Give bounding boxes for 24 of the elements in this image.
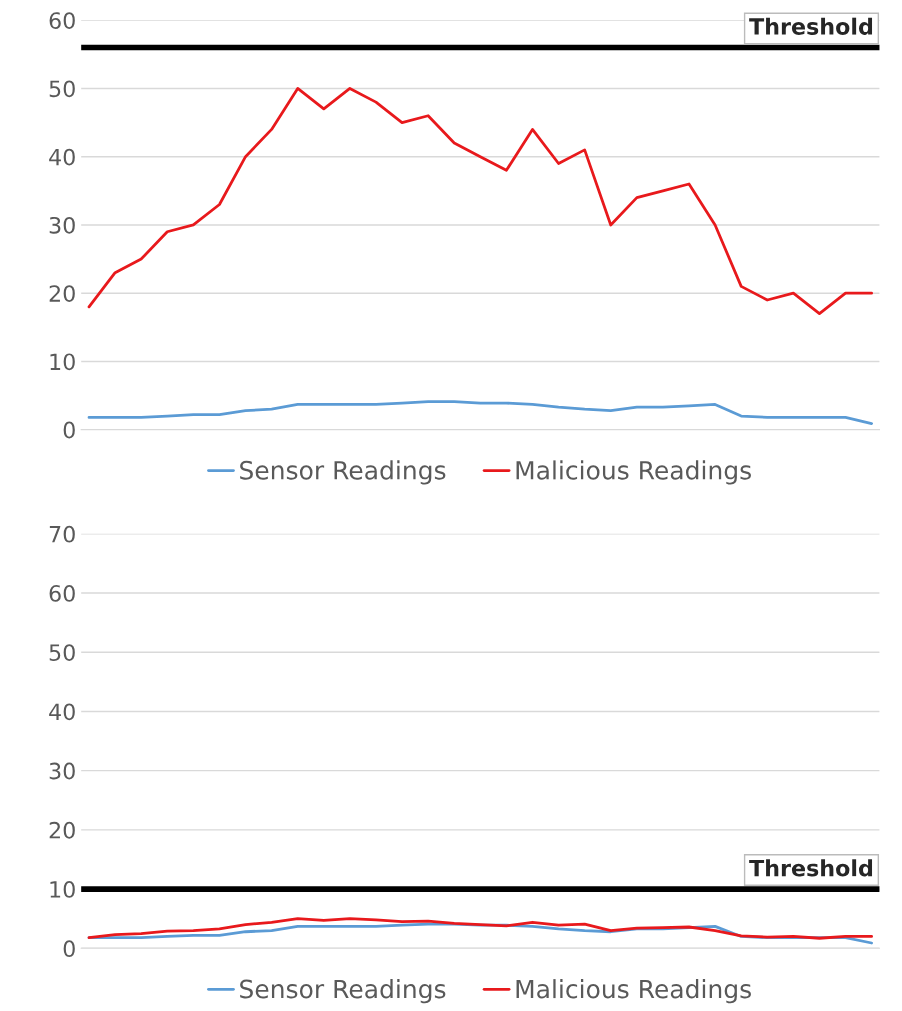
legend-label: Sensor Readings [240,460,446,485]
y-tick-label: 30 [49,216,75,234]
y-tick-label: 50 [49,80,75,98]
ref-line-label: Threshold [749,17,873,35]
line-series [87,87,874,316]
y-tick-label: 0 [63,421,75,439]
y-tick-label: 40 [49,148,75,166]
y-tick-label: 0 [63,940,75,958]
line-series [87,400,874,425]
y-tick-label: 50 [49,644,75,661]
y-tick-label: 20 [49,821,75,839]
legend-label: Sensor Readings [240,979,446,1004]
y-tick-label: 60 [49,12,75,29]
y-tick-label: 10 [50,353,75,371]
legend-label: Malicious Readings [516,460,751,485]
line-series [87,917,874,940]
legend-label: Malicious Readings [516,979,751,1004]
y-tick-label: 10 [50,881,75,898]
ref-line-label: Threshold [749,859,873,877]
y-tick-label: 20 [49,285,75,302]
y-tick-label: 70 [49,525,75,543]
y-tick-label: 60 [49,584,75,602]
y-tick-label: 40 [49,703,75,721]
y-tick-label: 30 [49,762,75,780]
